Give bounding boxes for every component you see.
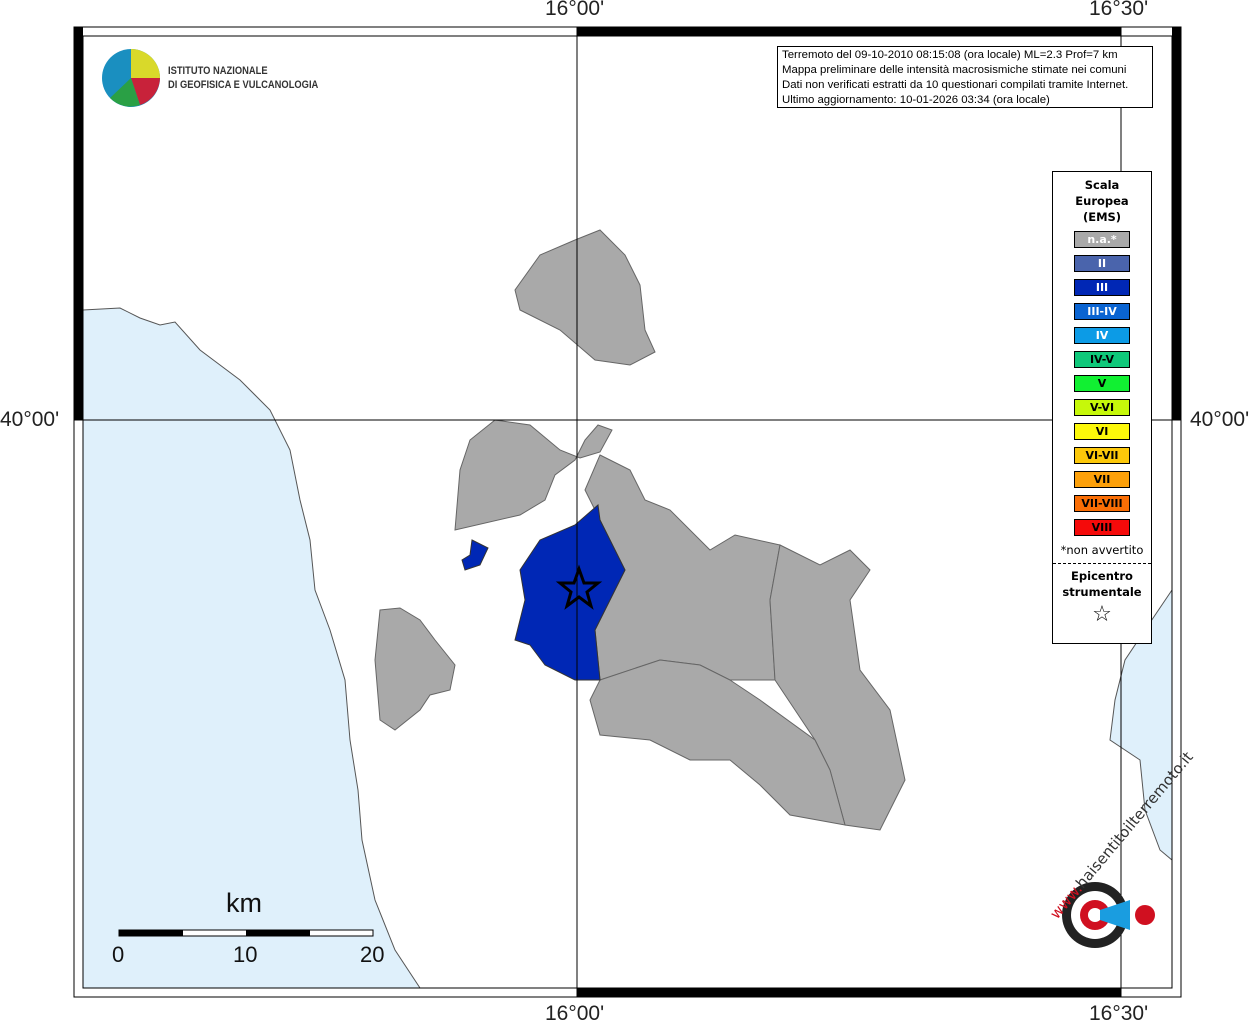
info-line: Mappa preliminare delle intensità macros… bbox=[782, 64, 1127, 76]
lat-tick-right: 40°00' bbox=[1190, 408, 1250, 431]
legend-epicenter-line: strumentale bbox=[1062, 585, 1142, 599]
legend-swatch-iii: III bbox=[1074, 279, 1130, 296]
legend-divider bbox=[1053, 563, 1151, 564]
legend-swatch-iii-iv: III-IV bbox=[1074, 303, 1130, 320]
legend-swatch-vii: VII bbox=[1074, 471, 1130, 488]
epicenter-star-icon bbox=[555, 564, 603, 610]
scale-unit: km bbox=[226, 888, 262, 918]
map-frame bbox=[73, 26, 1182, 998]
legend-title-line: Scala bbox=[1084, 178, 1120, 192]
lon-tick-bottom-16-00: 16°00' bbox=[545, 1002, 605, 1025]
legend-swatch-iv: IV bbox=[1074, 327, 1130, 344]
haisentito-badge-icon bbox=[1062, 882, 1155, 948]
scale-bar bbox=[118, 929, 374, 937]
lon-tick-top-16-00: 16°00' bbox=[545, 0, 605, 20]
legend-note: *non avvertito bbox=[1060, 543, 1144, 557]
lat-tick-left: 40°00' bbox=[0, 408, 60, 431]
info-box: Terremoto del 09-10-2010 08:15:08 (ora l… bbox=[777, 46, 1153, 108]
scale-label-10: 10 bbox=[233, 942, 258, 967]
lon-tick-bottom-16-30: 16°30' bbox=[1089, 1002, 1149, 1025]
legend-star-icon: ☆ bbox=[1092, 602, 1112, 627]
legend-swatch-v: V bbox=[1074, 375, 1130, 392]
ingv-logo-text: ISTITUTO NAZIONALE DI GEOFISICA E VULCAN… bbox=[168, 64, 318, 92]
legend-swatch-iv-v: IV-V bbox=[1074, 351, 1130, 368]
legend-swatch-vii-viii: VII-VIII bbox=[1074, 495, 1130, 512]
info-line: Ultimo aggiornamento: 10-01-2026 03:34 (… bbox=[782, 94, 1050, 106]
info-line: Terremoto del 09-10-2010 08:15:08 (ora l… bbox=[782, 49, 1118, 61]
legend-swatch-vi: VI bbox=[1074, 423, 1130, 440]
logo-line1: ISTITUTO NAZIONALE bbox=[168, 65, 268, 77]
legend-epicenter-label: Epicentro strumentale bbox=[1053, 568, 1151, 600]
legend: Scala Europea (EMS) n.a.* II III III-IV IV IV… bbox=[1052, 171, 1152, 644]
scale-label-0: 0 bbox=[112, 942, 125, 967]
logo-line2: DI GEOFISICA E VULCANOLOGIA bbox=[168, 79, 319, 91]
sea-east bbox=[1109, 588, 1173, 862]
legend-swatch-viii: VIII bbox=[1074, 519, 1130, 536]
legend-title: Scala Europea (EMS) bbox=[1053, 177, 1151, 225]
scale-label-20: 20 bbox=[360, 942, 385, 967]
legend-swatches: n.a.* II III III-IV IV IV-V V V-VI VI VI-VII VII VI… bbox=[1053, 231, 1151, 536]
legend-swatch-vi-vii: VI-VII bbox=[1074, 447, 1130, 464]
legend-swatch-ii: II bbox=[1074, 255, 1130, 272]
legend-title-line: Europea bbox=[1075, 194, 1129, 208]
info-line: Dati non verificati estratti da 10 quest… bbox=[782, 79, 1129, 91]
legend-swatch-na: n.a.* bbox=[1074, 231, 1130, 248]
legend-title-line: (EMS) bbox=[1082, 210, 1122, 224]
ingv-logo-icon bbox=[102, 49, 160, 107]
sea-west bbox=[82, 307, 421, 989]
lon-tick-top-16-30: 16°30' bbox=[1089, 0, 1149, 20]
legend-swatch-v-vi: V-VI bbox=[1074, 399, 1130, 416]
legend-epicenter-line: Epicentro bbox=[1071, 569, 1133, 583]
municipalities-not-felt bbox=[374, 229, 906, 831]
municipality-intensity-III-small bbox=[461, 539, 489, 571]
